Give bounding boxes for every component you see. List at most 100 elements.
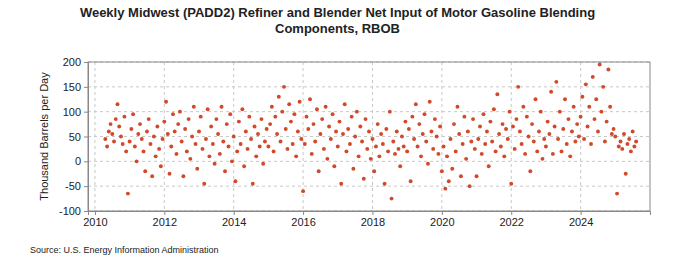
point: [362, 177, 366, 181]
point: [289, 120, 293, 124]
point: [369, 157, 373, 161]
point: [580, 95, 584, 99]
point: [327, 125, 331, 129]
point: [204, 137, 208, 141]
point: [282, 85, 286, 89]
plot-frame: [88, 62, 650, 211]
point: [400, 135, 404, 139]
point: [348, 142, 352, 146]
point: [260, 117, 264, 121]
point: [546, 120, 550, 124]
point: [511, 125, 515, 129]
grid-line-y: [88, 111, 650, 112]
point: [591, 75, 595, 79]
point: [570, 130, 574, 134]
point: [201, 147, 205, 151]
point: [547, 132, 551, 136]
point: [567, 117, 571, 121]
tick-label: 100: [63, 106, 81, 118]
point: [292, 112, 296, 116]
grid-line-x: [441, 62, 442, 211]
point: [103, 137, 107, 141]
point: [213, 162, 217, 166]
point: [381, 142, 385, 146]
point: [558, 110, 562, 114]
point: [298, 100, 302, 104]
point: [482, 112, 486, 116]
grid-line-y: [88, 86, 650, 87]
point: [504, 127, 508, 131]
point: [424, 140, 428, 144]
point: [586, 125, 590, 129]
point: [133, 144, 137, 148]
point: [256, 132, 260, 136]
tick: -50: [65, 180, 88, 192]
tick-label: 2010: [83, 216, 107, 228]
point: [572, 105, 576, 109]
tick: 200: [63, 56, 88, 68]
point: [431, 147, 435, 151]
point: [384, 127, 388, 131]
point: [287, 102, 291, 106]
point: [171, 112, 175, 116]
point: [447, 179, 451, 183]
point: [154, 154, 158, 158]
point: [462, 115, 466, 119]
point: [220, 105, 224, 109]
point: [324, 105, 328, 109]
point: [239, 142, 243, 146]
point: [126, 192, 130, 196]
point: [634, 140, 638, 144]
point: [456, 105, 460, 109]
point: [440, 169, 444, 173]
point: [577, 135, 581, 139]
point: [459, 174, 463, 178]
point: [218, 152, 222, 156]
point: [306, 127, 310, 131]
point: [305, 115, 309, 119]
point: [610, 132, 614, 136]
point: [471, 117, 475, 121]
tick: -100: [59, 205, 88, 217]
point: [452, 122, 456, 126]
point: [310, 152, 314, 156]
point: [388, 110, 392, 114]
point: [501, 122, 505, 126]
point: [263, 140, 267, 144]
point: [608, 105, 612, 109]
point: [270, 105, 274, 109]
point: [336, 144, 340, 148]
point: [159, 164, 163, 168]
point: [206, 107, 210, 111]
point: [499, 144, 503, 148]
tick-mark: [234, 211, 235, 215]
tick-label: 2022: [499, 216, 523, 228]
point: [121, 142, 125, 146]
grid-line-y: [88, 186, 650, 187]
tick-label: 2014: [222, 216, 246, 228]
point: [395, 130, 399, 134]
point: [209, 125, 213, 129]
point: [412, 137, 416, 141]
point: [527, 135, 531, 139]
point: [249, 137, 253, 141]
grid-line-x: [94, 62, 95, 211]
point: [497, 132, 501, 136]
point: [131, 112, 135, 116]
point: [135, 159, 139, 163]
point: [232, 135, 236, 139]
point: [466, 130, 470, 134]
point: [390, 197, 394, 201]
point: [244, 130, 248, 134]
point: [551, 152, 555, 156]
point: [371, 137, 375, 141]
point: [329, 137, 333, 141]
point: [573, 140, 577, 144]
tick-mark: [164, 211, 165, 215]
point: [584, 82, 588, 86]
point: [615, 192, 619, 196]
point: [407, 127, 411, 131]
point: [237, 120, 241, 124]
tick-mark: [511, 211, 512, 215]
point: [277, 95, 281, 99]
